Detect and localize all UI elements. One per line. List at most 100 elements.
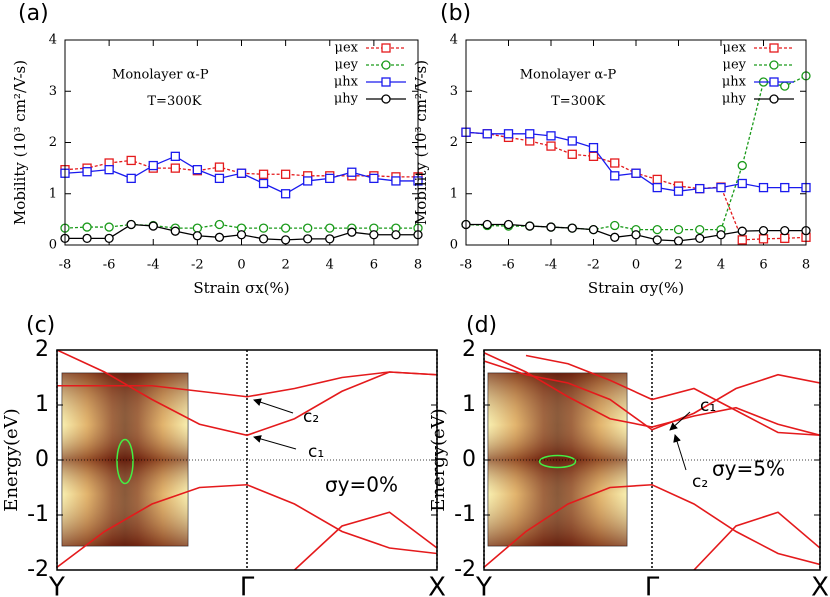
- fermi-contour: [538, 454, 577, 469]
- point: [546, 222, 556, 232]
- y-tick-label: 1: [49, 186, 57, 201]
- point: [236, 168, 247, 178]
- point: [104, 222, 114, 232]
- band: [693, 511, 820, 570]
- point: [695, 224, 705, 235]
- point: [673, 224, 684, 235]
- y-tick-label: 3: [450, 84, 458, 99]
- x-tick-label: -8: [59, 258, 72, 273]
- point: [610, 220, 620, 231]
- point: [673, 186, 684, 196]
- legend-marker: [381, 77, 391, 87]
- legend-marker: [769, 43, 779, 53]
- y-tick-label: 0: [450, 238, 458, 253]
- y-tick-label: 1: [450, 186, 458, 201]
- point: [170, 163, 180, 173]
- point: [82, 222, 92, 232]
- point: [258, 234, 269, 244]
- legend-marker: [769, 60, 779, 70]
- point: [503, 219, 514, 230]
- point: [588, 151, 599, 161]
- point: [280, 169, 291, 179]
- x-tick-label: -2: [587, 258, 600, 273]
- point: [482, 219, 492, 230]
- point: [758, 234, 769, 244]
- point: [695, 183, 705, 194]
- legend-marker: [381, 43, 391, 53]
- point: [546, 141, 556, 151]
- point: [303, 223, 313, 233]
- y-tick-label: -1: [27, 502, 49, 527]
- x-tick-label: 6: [759, 258, 767, 273]
- y-tick-label: 1: [462, 392, 476, 417]
- band: [293, 511, 437, 570]
- point: [325, 223, 335, 233]
- y-axis-label: Mobility (10³ cm²/V-s): [412, 60, 430, 225]
- point: [737, 235, 747, 245]
- band: [484, 352, 820, 437]
- point: [369, 173, 379, 184]
- point: [482, 129, 492, 139]
- x-tick-label: 0: [237, 258, 245, 273]
- y-tick-label: 1: [35, 392, 49, 417]
- point: [258, 169, 269, 179]
- legend-label: μex: [723, 41, 747, 56]
- legend-label: μey: [723, 58, 747, 73]
- x-tick-label: 4: [326, 258, 334, 273]
- x-tick-label: 0: [632, 258, 640, 273]
- annotation-arrow: [253, 435, 297, 450]
- point: [525, 129, 535, 139]
- point: [280, 235, 291, 245]
- y-tick-label: -1: [454, 502, 476, 527]
- x-tick-label: 2: [674, 258, 682, 273]
- y-axis-label: Energy(eV): [1, 408, 22, 511]
- x-tick-label: Y: [48, 573, 65, 597]
- point: [525, 221, 535, 231]
- point: [758, 182, 769, 193]
- y-tick-label: -2: [27, 557, 49, 582]
- annotation: σy=5%: [712, 457, 785, 481]
- panel-label: (b): [440, 1, 471, 26]
- point: [631, 168, 641, 178]
- band: [57, 483, 437, 568]
- y-tick-label: 2: [35, 337, 49, 362]
- panel: (b) 0 1 2 3 4 -8 -6 -4 -2 0 2 4 6 8 Strain σy(%) Mobilit…: [412, 1, 811, 297]
- point: [391, 176, 401, 186]
- point: [695, 233, 705, 243]
- y-axis-label: Mobility (10³ cm²/V-s): [11, 60, 29, 225]
- point: [214, 173, 225, 184]
- x-tick-label: 8: [414, 258, 422, 273]
- fermi-contour: [116, 438, 134, 485]
- point: [631, 230, 641, 240]
- point: [170, 226, 180, 236]
- band: [57, 350, 437, 437]
- x-tick-label: -4: [147, 258, 160, 273]
- plot-frame: [465, 39, 807, 246]
- point: [347, 227, 357, 237]
- plot-frame: [64, 39, 419, 246]
- x-tick-label: 4: [717, 258, 725, 273]
- point: [347, 167, 357, 177]
- point: [546, 131, 556, 141]
- y-tick-label: 2: [49, 135, 57, 150]
- point: [610, 232, 620, 242]
- legend-marker: [769, 77, 779, 87]
- inset-heatmap-overlay: [62, 373, 188, 546]
- point: [780, 182, 790, 193]
- legend-label: μhx: [722, 75, 747, 90]
- point: [236, 230, 247, 240]
- y-tick-label: 2: [462, 337, 476, 362]
- y-tick-label: 3: [49, 84, 57, 99]
- point: [325, 173, 335, 184]
- point: [780, 225, 790, 236]
- point: [737, 160, 747, 171]
- y-tick-label: 0: [49, 238, 57, 253]
- legend-label: μey: [335, 58, 359, 73]
- plot-frame: [483, 349, 821, 571]
- annotation: Monolayer α-P: [520, 67, 617, 82]
- point: [214, 162, 225, 172]
- series-line: [64, 159, 418, 178]
